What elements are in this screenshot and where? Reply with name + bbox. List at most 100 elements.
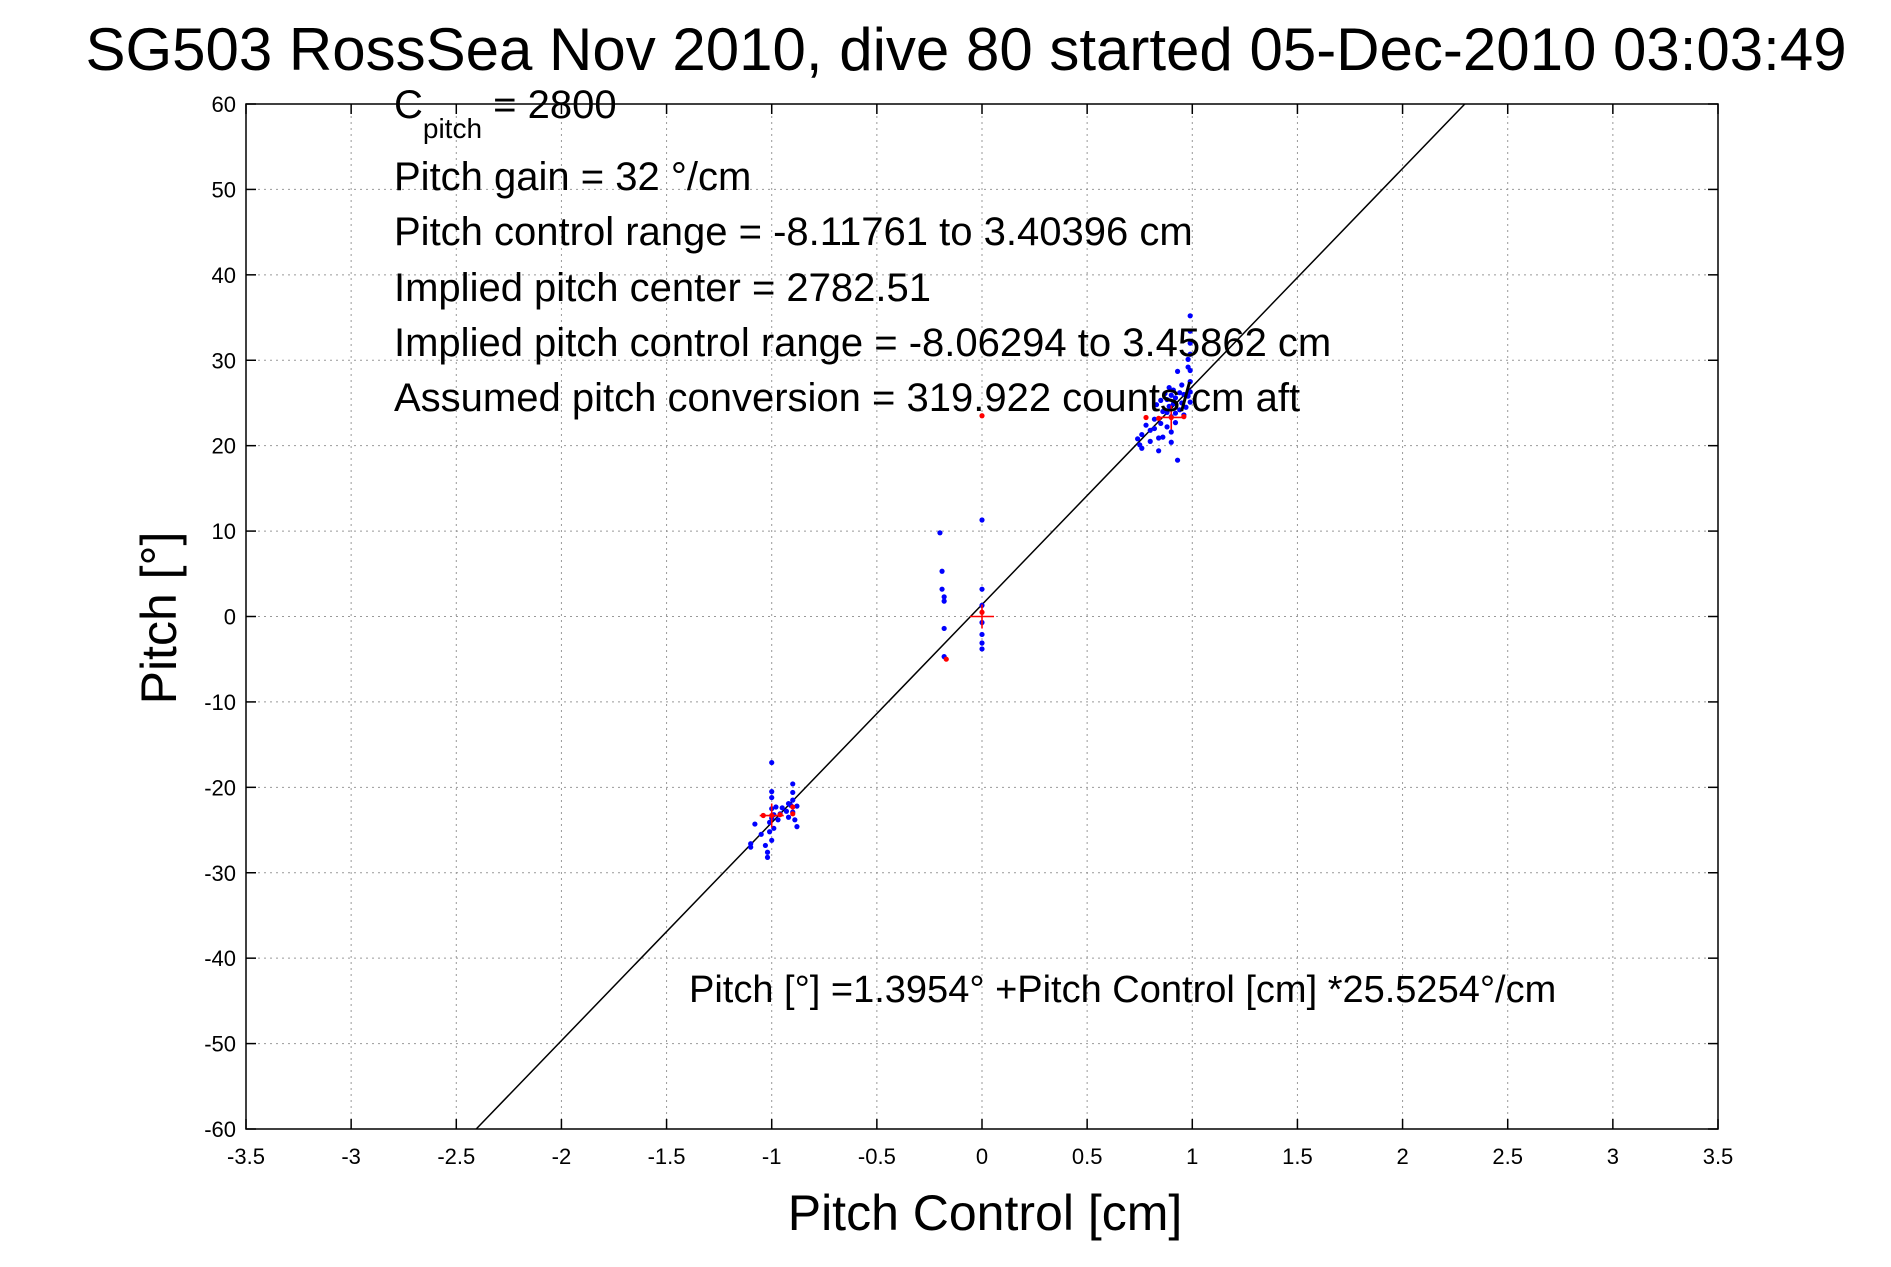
pitch-gain-annotation: Pitch gain = 32 °/cm xyxy=(394,155,751,199)
c-pitch-annotation: Cpitch = 2800 xyxy=(394,83,617,144)
y-tick-label: -60 xyxy=(204,1117,236,1142)
blue-data-point xyxy=(979,640,985,646)
x-tick-label: -1.5 xyxy=(648,1144,686,1169)
red-data-point xyxy=(790,804,796,810)
y-tick-label: -20 xyxy=(204,775,236,800)
blue-data-point xyxy=(1179,382,1185,388)
blue-data-point xyxy=(1164,424,1170,430)
y-tick-label: 10 xyxy=(212,519,236,544)
c-pitch-base: C xyxy=(394,83,423,127)
blue-data-point xyxy=(1187,389,1193,395)
implied-control-range-annotation: Implied pitch control range = -8.06294 t… xyxy=(394,321,1331,365)
blue-data-point xyxy=(1160,434,1166,440)
blue-data-point xyxy=(769,837,775,843)
blue-data-point xyxy=(1187,340,1193,346)
blue-data-point xyxy=(1174,368,1181,374)
blue-data-point xyxy=(1183,404,1189,410)
x-tick-label: 1 xyxy=(1186,1144,1198,1169)
y-tick-label: 60 xyxy=(212,92,236,117)
blue-data-point xyxy=(769,794,775,801)
blue-data-point xyxy=(794,824,800,830)
blue-data-point xyxy=(941,598,947,604)
blue-data-point xyxy=(779,805,785,811)
blue-data-point xyxy=(764,849,771,855)
blue-data-point xyxy=(1166,384,1172,391)
x-tick-label: 1.5 xyxy=(1282,1144,1313,1169)
y-tick-label: 40 xyxy=(212,263,236,288)
blue-data-point xyxy=(794,803,800,809)
blue-data-point xyxy=(939,586,945,592)
annotation-block: Cpitch = 2800 Pitch gain = 32 °/cm Pitch… xyxy=(394,83,1331,420)
x-tick-label: 3.5 xyxy=(1703,1144,1734,1169)
axis-ticks: -3.5 -3 -2.5 -2 -1.5 -1 -0.5 0 0.5 1 1.5 2 2.5 3 3.5 -6… xyxy=(204,92,1733,1169)
blue-data-point xyxy=(1181,391,1187,398)
blue-data-point xyxy=(783,808,790,814)
blue-data-point xyxy=(1177,407,1183,413)
blue-data-point xyxy=(1187,367,1193,374)
x-tick-label: 0.5 xyxy=(1072,1144,1103,1169)
blue-data-point xyxy=(979,646,985,652)
x-tick-label: -3.5 xyxy=(227,1144,265,1169)
blue-data-point xyxy=(979,631,985,638)
blue-data-point xyxy=(1143,422,1149,428)
blue-data-point xyxy=(979,517,985,523)
blue-data-point xyxy=(764,854,771,860)
pitch-control-range-annotation: Pitch control range = -8.11761 to 3.4039… xyxy=(394,210,1193,254)
x-tick-label: -3 xyxy=(341,1144,361,1169)
blue-data-point xyxy=(792,817,798,823)
blue-data-point xyxy=(1147,427,1153,433)
blue-data-point xyxy=(1172,420,1179,426)
blue-data-point xyxy=(1174,457,1181,463)
blue-data-point xyxy=(1162,390,1168,397)
blue-data-point xyxy=(1158,397,1164,403)
blue-data-point xyxy=(1168,392,1174,398)
blue-data-point xyxy=(769,759,775,766)
x-axis-label: Pitch Control [cm] xyxy=(788,1185,1183,1241)
blue-data-point xyxy=(979,586,985,592)
fit-equation: Pitch [°] =1.3954° +Pitch Control [cm] *… xyxy=(689,969,1556,1011)
blue-data-point xyxy=(1151,416,1158,422)
red-data-point xyxy=(790,811,796,817)
y-tick-label: 30 xyxy=(212,348,236,373)
blue-data-point xyxy=(769,789,775,795)
blue-data-point xyxy=(790,781,796,787)
blue-data-point xyxy=(1172,395,1179,401)
blue-data-point xyxy=(1158,420,1164,427)
blue-data-point xyxy=(939,568,945,574)
red-data-point xyxy=(777,812,783,818)
blue-data-point xyxy=(790,797,796,803)
red-data-point xyxy=(979,413,985,419)
blue-data-point xyxy=(1172,410,1179,416)
blue-data-point xyxy=(1187,351,1193,357)
c-pitch-subscript: pitch xyxy=(423,113,482,144)
chart-title: SG503 RossSea Nov 2010, dive 80 started … xyxy=(85,16,1846,83)
y-axis-label: Pitch [°] xyxy=(131,532,187,705)
x-tick-label: -0.5 xyxy=(858,1144,896,1169)
blue-data-point xyxy=(1177,390,1183,396)
y-tick-label: -40 xyxy=(204,946,236,971)
red-data-point xyxy=(943,656,949,662)
x-tick-label: -2 xyxy=(552,1144,572,1169)
blue-data-point xyxy=(941,594,947,600)
blue-data-point xyxy=(1185,393,1191,399)
blue-data-point xyxy=(1187,379,1193,385)
x-tick-label: -1 xyxy=(762,1144,782,1169)
centroid-markers xyxy=(759,405,1184,828)
blue-data-point xyxy=(1164,396,1170,403)
y-tick-label: -50 xyxy=(204,1032,236,1057)
y-tick-label: 50 xyxy=(212,177,236,202)
blue-data-point xyxy=(1151,425,1158,432)
blue-data-point xyxy=(748,841,754,847)
y-tick-label: -30 xyxy=(204,861,236,886)
x-tick-label: 2.5 xyxy=(1492,1144,1523,1169)
blue-data-point xyxy=(767,819,773,825)
blue-data-point xyxy=(773,804,779,810)
blue-data-point xyxy=(1156,448,1162,454)
y-tick-label: 20 xyxy=(212,434,236,459)
red-data-point xyxy=(1143,414,1149,421)
y-tick-label: 0 xyxy=(224,605,236,630)
blue-data-point xyxy=(1170,401,1176,407)
blue-data-point xyxy=(1166,403,1172,409)
